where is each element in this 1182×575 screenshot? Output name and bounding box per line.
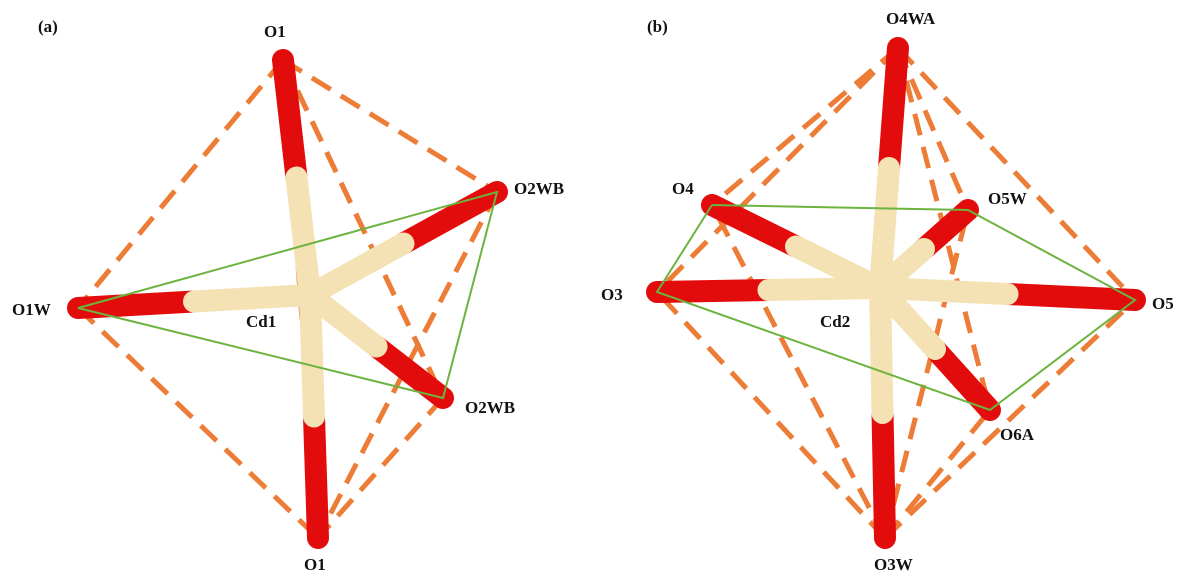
bond-red [365,335,454,409]
dashed-edge [709,203,888,540]
bond-cream [757,277,891,301]
bond-red [392,181,508,255]
bond-red [924,338,1001,421]
metal-center [868,276,892,300]
atom-label: O4 [672,179,694,198]
atom-label: O5 [1152,294,1174,313]
dashed-edge [896,46,1137,302]
structures [67,37,1146,549]
bond-red [272,49,308,189]
green-plane [77,190,499,400]
atom-label: O2WB [465,398,515,417]
dashed-edge [655,46,900,294]
dashed-edge [76,306,320,540]
bond-cream [285,166,321,306]
atom-label: O1 [304,555,326,574]
dashed-edge [710,46,900,207]
atom-label: O3W [874,555,913,574]
dashed-edge [316,396,445,540]
bond-red [701,194,807,258]
bond-cream [869,277,1019,305]
bond-red [871,402,896,549]
panel-label: (a) [38,17,58,36]
dashed-edge [315,190,500,540]
green-plane [655,204,1137,412]
bond-red [303,405,329,549]
bond-cream [869,157,900,299]
bond-cream [299,232,415,306]
center-label: Cd2 [820,312,850,331]
atom-label: O5W [988,189,1027,208]
center-label: Cd1 [246,312,276,331]
bond-cream [299,284,325,428]
bond-red [67,290,205,319]
dashed-edge [882,209,971,539]
atom-label: O2WB [514,179,564,198]
atom-label: O6A [1000,425,1035,444]
bond-red [646,279,780,303]
dashed-edge [883,298,1137,540]
dashed-edge [76,58,285,310]
atom-label: O1 [264,22,286,41]
dashed-edge [655,290,887,540]
dashed-edge [883,408,992,540]
dashed-edge [895,47,971,211]
bond-cream [869,277,894,424]
atom-label: O1W [12,300,51,319]
bond-red [996,283,1146,311]
dashed-edge [281,57,499,195]
metal-center [298,283,322,307]
bond-red [878,37,909,179]
atom-label: O3 [601,285,623,304]
panel-label: (b) [647,17,668,36]
bond-cream [183,284,321,313]
atom-label: O4WA [886,9,936,28]
